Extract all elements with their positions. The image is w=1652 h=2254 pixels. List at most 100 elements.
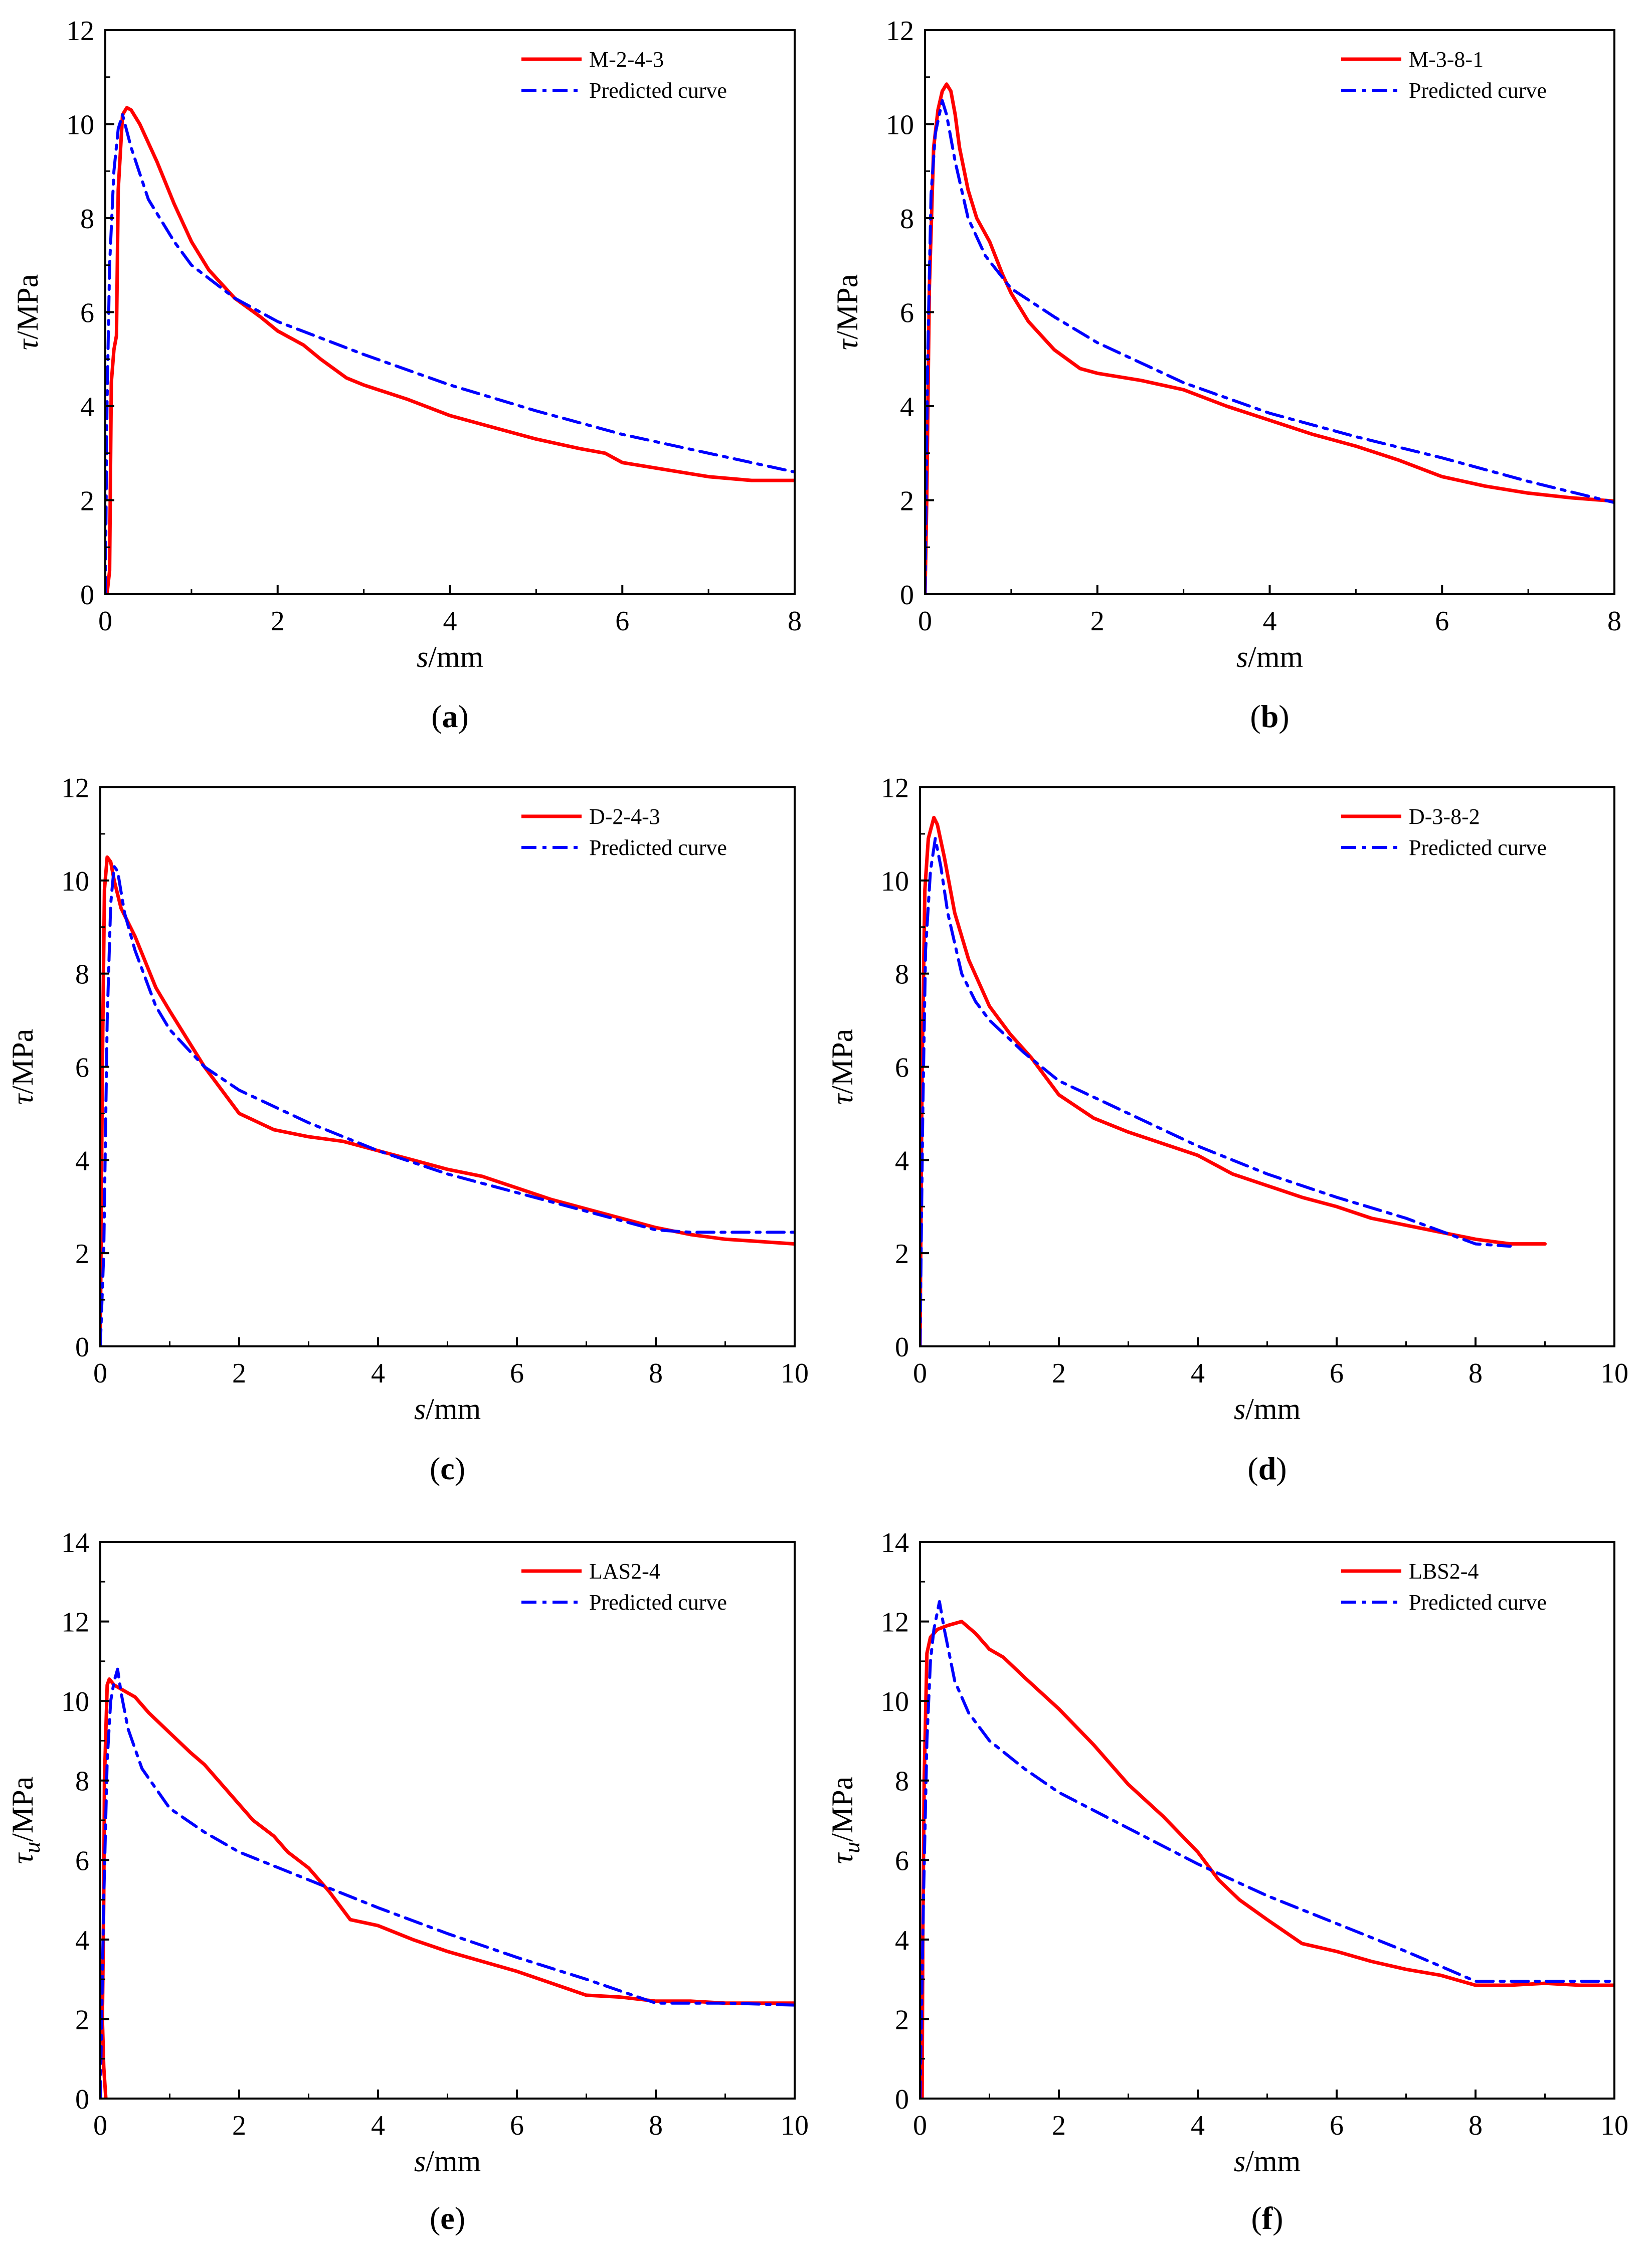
legend-label-predicted: Predicted curve xyxy=(589,1590,727,1615)
x-tick-label: 6 xyxy=(510,2110,524,2141)
y-tick-label: 14 xyxy=(61,1527,89,1558)
caption-letter: f xyxy=(1262,2200,1273,2236)
chart-panel-c: 0 2 4 6 8 10 0 2 4 6 8 10 12 s/mm τ/MPa D-2-4-3 Predicte… xyxy=(6,773,809,1486)
x-axis-title-symbol: s xyxy=(417,640,428,673)
caption-close-paren: ) xyxy=(1272,2200,1283,2236)
x-axis-title-unit: /mm xyxy=(1248,640,1303,673)
y-tick-label: 0 xyxy=(900,580,914,611)
y-axis-title: τu/MPa xyxy=(826,1777,864,1864)
y-axis-title: τ/MPa xyxy=(11,274,44,351)
y-tick-label: 8 xyxy=(75,1766,89,1797)
y-axis-title-symbol: τ xyxy=(826,1093,859,1105)
measured-curve-line-b xyxy=(925,82,1614,594)
x-axis-title-symbol: s xyxy=(1234,2145,1245,2178)
y-axis-title-symbol: τ xyxy=(826,1852,859,1864)
measured-curve-line-e xyxy=(100,1677,795,2099)
y-tick-label: 4 xyxy=(75,1145,89,1176)
y-axis-title: τ/MPa xyxy=(831,274,864,351)
y-tick-label: 8 xyxy=(895,1766,909,1797)
y-axis-title-unit: /MPa xyxy=(11,274,44,339)
x-axis-title-symbol: s xyxy=(414,2145,426,2178)
measured-curve-line-f xyxy=(920,1620,1614,2099)
y-axis-title-unit: /MPa xyxy=(6,1029,39,1094)
y-axis-title-subscript: u xyxy=(19,1842,45,1853)
x-axis-title-unit: /mm xyxy=(426,1393,481,1426)
x-axis-title-symbol: s xyxy=(1234,1393,1245,1426)
x-tick-label: 2 xyxy=(232,2110,246,2141)
x-tick-label: 10 xyxy=(1600,1358,1628,1389)
y-axis-title-symbol: τ xyxy=(6,1093,39,1105)
x-tick-label: 4 xyxy=(443,606,457,637)
y-tick-label: 10 xyxy=(881,866,909,897)
y-tick-label: 4 xyxy=(895,1925,909,1956)
caption-open-paren: ( xyxy=(431,699,442,734)
y-tick-label: 0 xyxy=(80,580,94,611)
caption-open-paren: ( xyxy=(430,1451,440,1486)
measured-curve-line-c xyxy=(100,855,795,1346)
y-axis-title-unit: /MPa xyxy=(6,1777,39,1842)
x-axis-title: s/mm xyxy=(417,640,483,673)
y-axis-title-unit: /MPa xyxy=(831,274,864,339)
x-tick-label: 4 xyxy=(371,1358,385,1389)
legend-label-measured: D-2-4-3 xyxy=(589,804,660,829)
y-axis-title-symbol: τ xyxy=(11,338,44,350)
x-tick-label: 4 xyxy=(1263,606,1277,637)
panel-caption: (f) xyxy=(1251,2200,1283,2236)
y-tick-label: 2 xyxy=(75,2004,89,2035)
y-axis-title-subscript: u xyxy=(839,1842,864,1853)
x-tick-label: 8 xyxy=(788,606,802,637)
y-tick-label: 4 xyxy=(80,392,94,423)
caption-close-paren: ) xyxy=(458,699,469,734)
plot-frame xyxy=(924,29,1615,595)
measured-curve-line-d xyxy=(920,815,1547,1346)
x-axis-title: s/mm xyxy=(1236,640,1303,673)
x-axis-title: s/mm xyxy=(1234,2145,1301,2178)
panel-caption: (c) xyxy=(430,1451,465,1486)
y-tick-label: 6 xyxy=(895,1053,909,1084)
legend-label-measured: M-2-4-3 xyxy=(589,47,664,72)
caption-open-paren: ( xyxy=(1251,2200,1262,2236)
y-tick-label: 8 xyxy=(75,959,89,990)
caption-letter: a xyxy=(442,699,458,734)
y-axis-title-symbol: τ xyxy=(831,338,864,350)
y-axis-title-symbol: τ xyxy=(6,1852,39,1864)
panel-caption: (d) xyxy=(1247,1451,1287,1486)
predicted-curve-line-c xyxy=(100,865,795,1346)
x-axis-title-unit: /mm xyxy=(428,640,483,673)
y-tick-label: 2 xyxy=(75,1239,89,1270)
legend-label-predicted: Predicted curve xyxy=(589,78,727,103)
x-axis-title: s/mm xyxy=(414,1393,481,1426)
y-tick-label: 8 xyxy=(895,959,909,990)
x-axis-title-symbol: s xyxy=(414,1393,426,1426)
caption-close-paren: ) xyxy=(455,1451,465,1486)
x-tick-label: 0 xyxy=(93,1358,107,1389)
chart-panel-b: 0 2 4 6 8 0 2 4 6 8 10 12 s/mm τ/MPa M-3-8-1 Predicted … xyxy=(831,16,1621,734)
y-tick-label: 6 xyxy=(80,298,94,329)
x-axis-title: s/mm xyxy=(1234,1393,1301,1426)
legend-label-measured: D-3-8-2 xyxy=(1409,804,1480,829)
y-axis-title: τ/MPa xyxy=(6,1029,39,1105)
x-tick-label: 2 xyxy=(1052,1358,1066,1389)
y-tick-label: 2 xyxy=(895,1239,909,1270)
predicted-curve-line-e xyxy=(100,1667,795,2099)
plot-frame xyxy=(919,786,1615,1347)
x-axis-title-symbol: s xyxy=(1236,640,1248,673)
legend-label-measured: LAS2-4 xyxy=(589,1559,660,1584)
y-tick-label: 10 xyxy=(61,1686,89,1717)
y-tick-label: 0 xyxy=(895,1332,909,1363)
y-tick-label: 4 xyxy=(900,392,914,423)
x-tick-label: 2 xyxy=(271,606,285,637)
y-axis-title: τu/MPa xyxy=(6,1777,45,1864)
legend-label-predicted: Predicted curve xyxy=(1409,835,1547,860)
y-tick-label: 0 xyxy=(75,2084,89,2115)
caption-letter: c xyxy=(440,1451,454,1486)
y-tick-label: 6 xyxy=(895,1845,909,1876)
y-tick-label: 12 xyxy=(881,1607,909,1638)
panel-caption: (b) xyxy=(1250,699,1289,734)
y-tick-label: 6 xyxy=(75,1845,89,1876)
x-tick-label: 2 xyxy=(1052,2110,1066,2141)
x-tick-label: 8 xyxy=(649,2110,663,2141)
y-axis-title-unit: /MPa xyxy=(826,1029,859,1094)
y-tick-label: 2 xyxy=(900,486,914,517)
